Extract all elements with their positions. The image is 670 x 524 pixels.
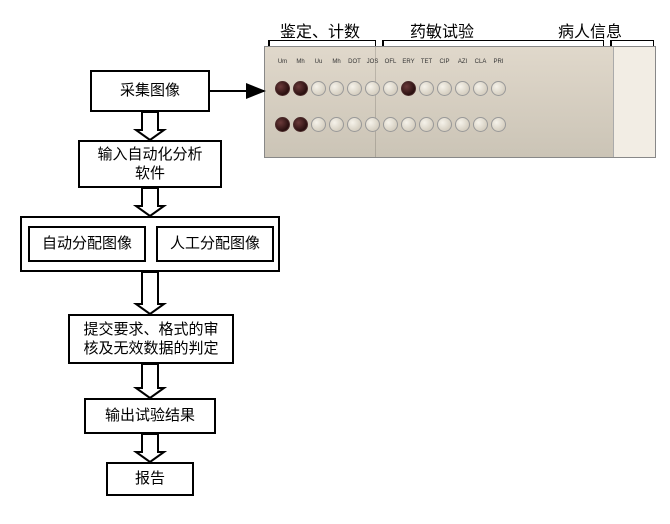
well — [311, 81, 326, 96]
well-label: PRI — [491, 59, 506, 65]
well — [365, 81, 380, 96]
patient-info-strip — [613, 47, 655, 157]
box-input-software: 输入自动化分析 软件 — [78, 140, 222, 188]
well-label: AZI — [455, 59, 470, 65]
well — [311, 117, 326, 132]
hollow-arrow — [136, 188, 164, 216]
well — [293, 117, 308, 132]
hollow-arrow — [136, 364, 164, 398]
well — [437, 117, 452, 132]
well-label: Uu — [311, 59, 326, 65]
well-row-2 — [275, 117, 506, 132]
well — [473, 81, 488, 96]
well — [491, 117, 506, 132]
well — [329, 117, 344, 132]
well — [491, 81, 506, 96]
plate-area: UmMhUuMhDOTJOSOFLERYTETCIPAZICLAPRI — [265, 47, 613, 157]
well-label: DOT — [347, 59, 362, 65]
well-label: Mh — [329, 59, 344, 65]
well — [275, 81, 290, 96]
label-drug: 药敏试验 — [410, 18, 474, 42]
label-identify: 鉴定、计数 — [280, 18, 360, 42]
well — [437, 81, 452, 96]
well — [383, 117, 398, 132]
hollow-arrow — [136, 272, 164, 314]
well — [347, 81, 362, 96]
well — [473, 117, 488, 132]
well-label: CIP — [437, 59, 452, 65]
well-label: Mh — [293, 59, 308, 65]
well — [401, 81, 416, 96]
box-output-result: 输出试验结果 — [84, 398, 216, 434]
box-report: 报告 — [106, 462, 194, 496]
well-label: JOS — [365, 59, 380, 65]
box-manual-assign: 人工分配图像 — [156, 226, 274, 262]
label-patient: 病人信息 — [558, 18, 622, 42]
well — [419, 81, 434, 96]
well — [275, 117, 290, 132]
hollow-arrow — [136, 112, 164, 140]
well — [401, 117, 416, 132]
well-label: Um — [275, 59, 290, 65]
well — [347, 117, 362, 132]
well — [383, 81, 398, 96]
box-auto-assign: 自动分配图像 — [28, 226, 146, 262]
well — [293, 81, 308, 96]
well-label: OFL — [383, 59, 398, 65]
well — [365, 117, 380, 132]
well — [455, 117, 470, 132]
well-label-row-1: UmMhUuMhDOTJOSOFLERYTETCIPAZICLAPRI — [275, 59, 506, 65]
assay-plate-photo: UmMhUuMhDOTJOSOFLERYTETCIPAZICLAPRI — [264, 46, 656, 158]
well — [419, 117, 434, 132]
box-validate: 提交要求、格式的审 核及无效数据的判定 — [68, 314, 234, 364]
box-capture-image: 采集图像 — [90, 70, 210, 112]
well-label: TET — [419, 59, 434, 65]
well-label: ERY — [401, 59, 416, 65]
well-row-1 — [275, 81, 506, 96]
well — [455, 81, 470, 96]
diagram-root: 鉴定、计数 药敏试验 病人信息 UmMhUuMhDOTJOSOFLERYTETC… — [10, 10, 660, 504]
well — [329, 81, 344, 96]
hollow-arrow — [136, 434, 164, 462]
well-label: CLA — [473, 59, 488, 65]
